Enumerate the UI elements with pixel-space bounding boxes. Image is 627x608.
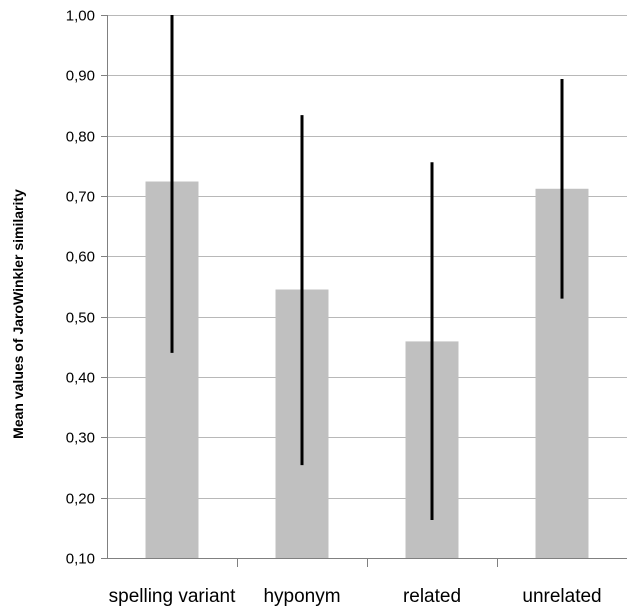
y-axis-label: Mean values of JaroWinkler similarity (10, 189, 26, 439)
y-tick-labels: 0,10 0,20 0,30 0,40 0,50 0,60 0,70 0,80 0,90 1,00 (66, 8, 95, 568)
y-tick-label: 0,90 (66, 68, 95, 85)
x-tick-label: related (403, 586, 461, 607)
y-tick-label: 1,00 (66, 8, 95, 25)
x-tick-label: unrelated (522, 586, 601, 607)
y-tick-label: 0,30 (66, 430, 95, 447)
bars (145, 181, 589, 558)
x-tick-label: hyponym (263, 586, 340, 607)
x-tick-label: spelling variant (109, 586, 236, 607)
y-tick-label: 0,60 (66, 249, 95, 266)
y-tick-label: 0,20 (66, 491, 95, 508)
y-tick-label: 0,10 (66, 551, 95, 568)
y-tick-label: 0,40 (66, 370, 95, 387)
axes (101, 15, 627, 567)
y-tick-label: 0,70 (66, 189, 95, 206)
error-bars (170, 15, 564, 520)
x-tick-labels: spelling variant hyponym related unrelated (109, 586, 602, 607)
y-tick-label: 0,50 (66, 310, 95, 327)
y-tick-label: 0,80 (66, 129, 95, 146)
